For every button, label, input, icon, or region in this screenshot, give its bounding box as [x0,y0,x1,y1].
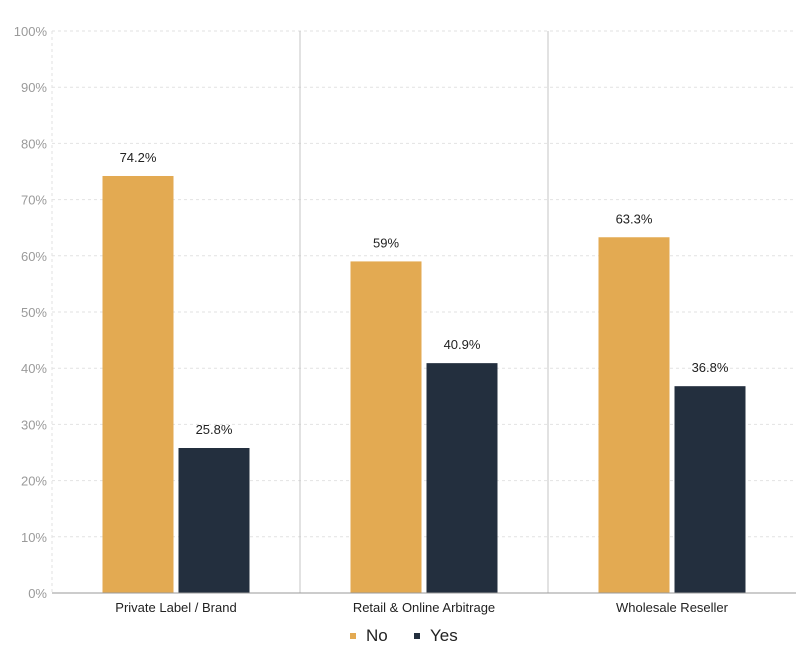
bar-yes [178,448,250,593]
y-tick-label: 10% [21,530,47,545]
bar-no [350,261,422,593]
y-tick-label: 20% [21,474,47,489]
y-tick-label: 80% [21,136,47,151]
legend-swatch-yes [414,633,420,639]
legend-label-no[interactable]: No [366,626,388,645]
bar-no [598,237,670,593]
data-label: 74.2% [120,150,157,165]
data-label: 36.8% [692,360,729,375]
y-tick-label: 40% [21,361,47,376]
bar-yes [674,386,746,593]
legend-label-yes[interactable]: Yes [430,626,458,645]
x-category-label: Wholesale Reseller [616,600,729,615]
y-tick-label: 60% [21,249,47,264]
y-tick-label: 50% [21,305,47,320]
data-label: 59% [373,235,399,250]
data-label: 63.3% [616,211,653,226]
legend-swatch-no [350,633,356,639]
data-label: 40.9% [444,337,481,352]
x-category-label: Retail & Online Arbitrage [353,600,495,615]
y-tick-label: 70% [21,193,47,208]
x-category-label: Private Label / Brand [115,600,236,615]
y-tick-label: 90% [21,80,47,95]
y-tick-label: 30% [21,417,47,432]
data-label: 25.8% [196,422,233,437]
y-tick-label: 0% [28,586,47,601]
bar-no [102,175,174,593]
y-tick-label: 100% [14,24,48,39]
bar-yes [426,363,498,593]
